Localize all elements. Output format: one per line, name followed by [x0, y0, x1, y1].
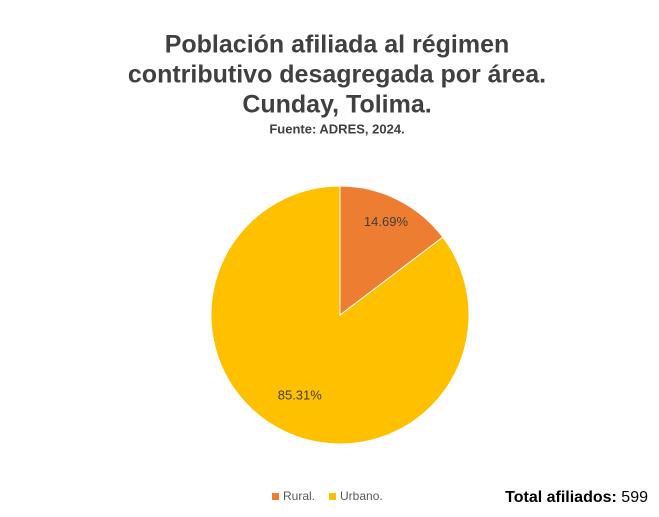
pie-slice	[339, 185, 444, 317]
total-value: 599	[621, 489, 648, 506]
title-line: Cunday, Tolima.	[242, 91, 431, 119]
pie-slice	[210, 185, 470, 445]
legend-swatch	[272, 493, 279, 500]
legend-label: Urbano.	[340, 489, 383, 503]
subtitle: Fuente: ADRES, 2024.	[269, 121, 404, 136]
title-line: contributivo desagregada por área.	[128, 61, 546, 89]
total: Total afiliados: 599	[505, 489, 648, 506]
data-label: 14.69%	[364, 214, 409, 229]
total-label: Total afiliados:	[505, 489, 617, 506]
legend-swatch	[329, 493, 337, 500]
data-label: 85.31%	[278, 387, 323, 402]
title-line: Población afiliada al régimen	[165, 31, 510, 59]
legend-label: Rural.	[283, 489, 315, 503]
